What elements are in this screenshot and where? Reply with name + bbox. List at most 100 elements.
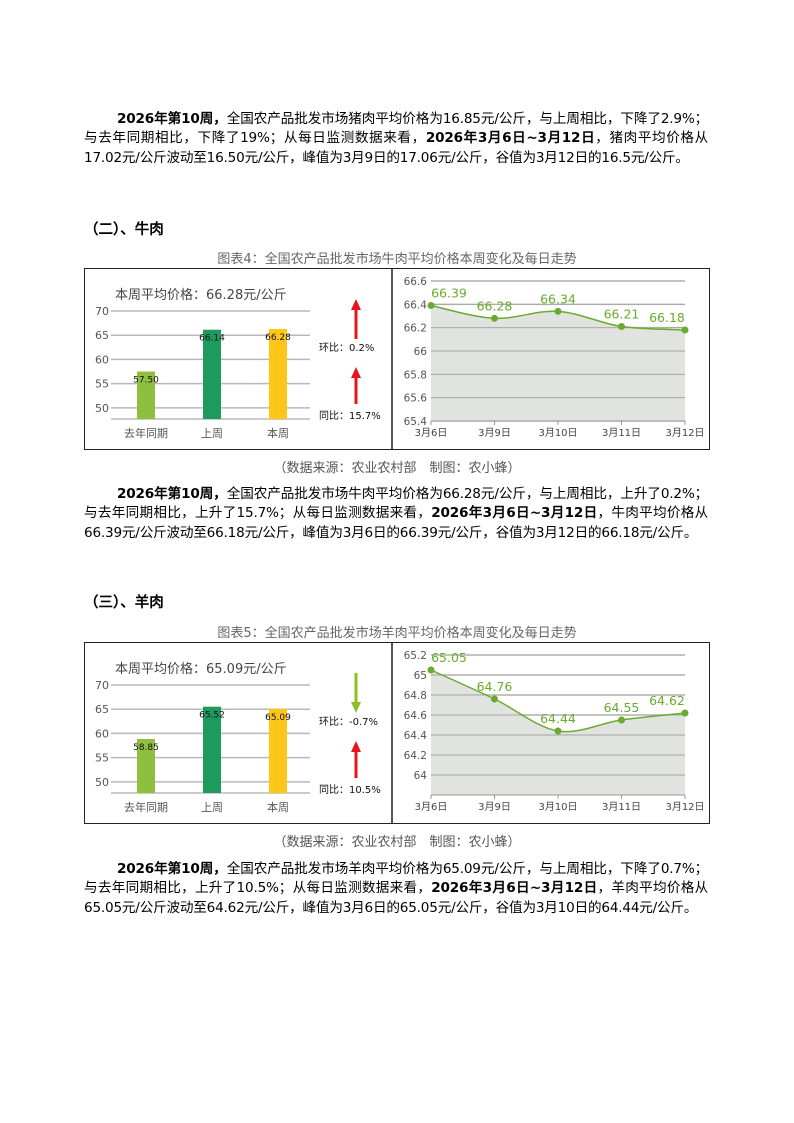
mutton-charts: 本周平均价格：65.09元/公斤 50 55 60 65 70 58.85 去年同期 65.52… xyxy=(95,643,705,823)
bold-week: 2026年第10周， xyxy=(117,110,227,127)
data-point xyxy=(427,666,435,674)
hb-arrow-up-icon xyxy=(351,299,361,339)
x-tick-label: 3月6日 xyxy=(415,427,448,439)
text: ，羊肉平均价格从65.05元/公斤波动至64.62元/公斤，峰值为3月6日的65… xyxy=(84,880,708,916)
text: 全国农产品批发市场猪肉平均价格为16.85元/公斤，与上周相比，下降了2.9%；… xyxy=(84,110,708,147)
y-tick-label: 66.6 xyxy=(404,276,428,288)
data-label: 64.55 xyxy=(604,700,640,715)
section-heading-mutton: （三）、羊肉 xyxy=(84,595,164,611)
data-label: 64.44 xyxy=(540,711,576,726)
data-point xyxy=(618,323,625,330)
y-tick-label: 66.2 xyxy=(404,323,427,335)
bar-value-label: 66.14 xyxy=(199,334,225,344)
y-tick-label: 66.4 xyxy=(404,299,428,311)
mom-change-label: 环比：-0.7% xyxy=(319,716,378,728)
x-tick-label: 3月10日 xyxy=(538,427,577,439)
x-tick-label: 去年同期 xyxy=(124,800,168,814)
mutton-chart-box: 本周平均价格：65.09元/公斤 50 55 60 65 70 58.85 去年同期 65.52… xyxy=(84,642,710,824)
x-tick-label: 上周 xyxy=(201,801,223,814)
y-tick-label: 64 xyxy=(414,770,428,782)
data-label: 66.21 xyxy=(604,307,640,322)
x-tick-label: 去年同期 xyxy=(124,426,168,440)
y-tick-label: 64.8 xyxy=(404,690,427,702)
bar xyxy=(137,739,155,793)
bold-week: 2026年第10周， xyxy=(117,485,227,502)
bar-value-label: 66.28 xyxy=(265,333,291,343)
data-label: 64.76 xyxy=(477,679,513,694)
y-tick-label: 64.4 xyxy=(404,730,428,742)
y-tick-label: 50 xyxy=(95,402,109,415)
data-label: 64.62 xyxy=(649,693,685,708)
bar-value-label: 58.85 xyxy=(133,743,159,753)
y-tick-label: 60 xyxy=(95,353,109,366)
area-fill xyxy=(431,305,685,421)
data-point xyxy=(491,314,498,322)
data-label: 66.28 xyxy=(477,298,513,313)
bar-value-label: 57.50 xyxy=(133,376,159,386)
y-tick-label: 65 xyxy=(414,670,427,682)
data-point xyxy=(681,326,689,334)
y-tick-label: 55 xyxy=(95,378,109,391)
bold-dates: 2026年3月6日~3月12日 xyxy=(431,505,598,522)
x-tick-label: 3月12日 xyxy=(665,801,704,813)
y-tick-label: 50 xyxy=(95,776,109,789)
bar xyxy=(203,329,221,419)
y-tick-label: 65.4 xyxy=(404,416,428,428)
bold-dates: 2026年3月6日~3月12日 xyxy=(431,880,598,897)
x-tick-label: 3月10日 xyxy=(538,801,577,813)
x-tick-label: 本周 xyxy=(267,800,289,814)
yoy-arrow-up-icon xyxy=(351,741,361,778)
section-heading-beef: （二）、牛肉 xyxy=(84,222,164,238)
y-tick-label: 64.2 xyxy=(404,750,427,762)
x-tick-label: 本周 xyxy=(267,426,289,440)
data-source-beef: （数据来源：农业农村部 制图：农小蜂） xyxy=(273,461,521,476)
text: ，牛肉平均价格从66.39元/公斤波动至66.18元/公斤，峰值为3月6日的66… xyxy=(84,505,708,541)
y-tick-label: 64.6 xyxy=(404,710,428,722)
x-tick-label: 上周 xyxy=(201,427,223,440)
text: 全国农产品批发市场羊肉平均价格为65.09元/公斤，与上周相比，下降了0.7%；… xyxy=(84,860,708,897)
bar-chart-title: 本周平均价格：65.09元/公斤 xyxy=(115,661,287,677)
x-tick-label: 3月9日 xyxy=(478,427,511,439)
data-point xyxy=(554,307,562,315)
bar xyxy=(137,371,155,419)
yoy-change-label: 同比：10.5% xyxy=(319,784,381,796)
text: ，猪肉平均价格从17.02元/公斤波动至16.50元/公斤，峰值为3月9日的17… xyxy=(84,130,708,166)
bar-chart-title: 本周平均价格：66.28元/公斤 xyxy=(115,287,287,303)
bar-value-label: 65.09 xyxy=(265,713,291,723)
y-tick-label: 65.2 xyxy=(404,650,427,662)
x-tick-label: 3月11日 xyxy=(602,801,641,813)
yoy-change-label: 同比：15.7% xyxy=(319,410,381,422)
bar xyxy=(269,329,287,419)
y-tick-label: 70 xyxy=(95,679,109,692)
y-tick-label: 66 xyxy=(414,346,428,358)
data-point xyxy=(681,709,689,717)
bold-dates: 2026年3月6日~3月12日 xyxy=(425,130,596,147)
x-tick-label: 3月12日 xyxy=(665,427,704,439)
y-tick-label: 60 xyxy=(95,727,109,740)
bar xyxy=(269,708,287,793)
y-tick-label: 65.6 xyxy=(404,393,428,405)
data-point xyxy=(491,695,498,703)
y-tick-label: 65 xyxy=(95,703,109,716)
data-point xyxy=(554,727,562,735)
y-tick-label: 70 xyxy=(95,305,109,318)
yoy-arrow-up-icon xyxy=(351,367,361,404)
beef-paragraph: 2026年第10周，全国农产品批发市场牛肉平均价格为66.28元/公斤，与上周相… xyxy=(84,485,708,544)
y-tick-label: 65.8 xyxy=(404,369,427,381)
mom-change-label: 环比：0.2% xyxy=(319,342,374,354)
mutton-paragraph: 2026年第10周，全国农产品批发市场羊肉平均价格为65.09元/公斤，与上周相… xyxy=(84,860,708,919)
pork-paragraph: 2026年第10周，全国农产品批发市场猪肉平均价格为16.85元/公斤，与上周相… xyxy=(84,110,708,169)
beef-charts: 本周平均价格：66.28元/公斤 50 55 60 65 70 57.50 去年同期 66.14… xyxy=(95,269,705,449)
y-tick-label: 65 xyxy=(95,329,109,342)
y-tick-label: 55 xyxy=(95,752,109,765)
text: 全国农产品批发市场牛肉平均价格为66.28元/公斤，与上周相比，上升了0.2%；… xyxy=(84,485,708,522)
data-label: 66.18 xyxy=(649,310,685,325)
data-source-mutton: （数据来源：农业农村部 制图：农小蜂） xyxy=(273,835,521,850)
bold-week: 2026年第10周， xyxy=(117,860,227,877)
data-point xyxy=(618,716,625,724)
data-point xyxy=(427,302,435,309)
bar xyxy=(203,706,221,793)
hb-arrow-down-icon xyxy=(351,673,361,713)
data-label: 66.39 xyxy=(431,286,467,301)
